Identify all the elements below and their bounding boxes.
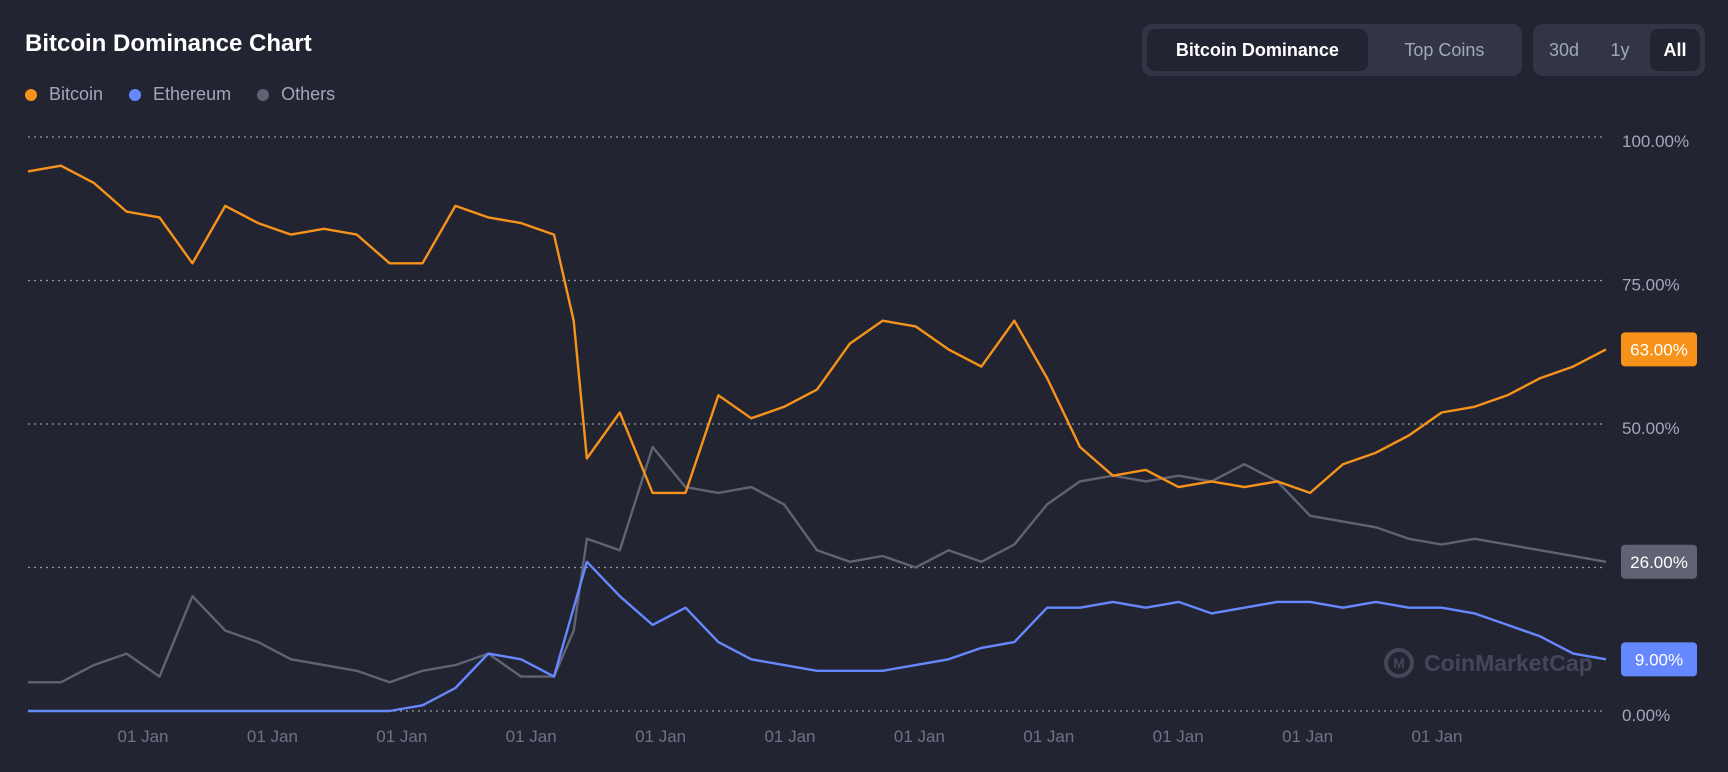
ethereum-dot-icon xyxy=(129,88,142,101)
chart-legend: Bitcoin Ethereum Others xyxy=(25,84,335,105)
legend-label-ethereum: Ethereum xyxy=(153,84,232,104)
others-dot-icon xyxy=(257,88,270,101)
y-tick-label: 0.00% xyxy=(1622,706,1670,725)
range-1y-button[interactable]: 1y xyxy=(1594,29,1646,71)
legend-item-ethereum[interactable]: Ethereum xyxy=(129,84,231,105)
current-value-label-bitcoin: 63.00% xyxy=(1630,340,1688,359)
y-tick-label: 75.00% xyxy=(1622,276,1680,295)
current-value-badge-bitcoin xyxy=(1621,332,1697,367)
range-toggle: 30d 1y All xyxy=(1533,24,1705,76)
current-value-label-ethereum: 9.00% xyxy=(1635,650,1683,669)
series-line-bitcoin xyxy=(27,164,1607,495)
legend-label-bitcoin: Bitcoin xyxy=(49,84,104,104)
x-tick-label: 01 Jan xyxy=(376,727,427,746)
series-line-ethereum xyxy=(28,560,1607,713)
x-tick-label: 01 Jan xyxy=(1282,727,1333,746)
x-tick-label: 01 Jan xyxy=(1153,727,1204,746)
legend-label-others: Others xyxy=(281,84,336,104)
x-tick-label: 01 Jan xyxy=(894,727,945,746)
series-line-others xyxy=(28,445,1607,684)
y-tick-label: 50.00% xyxy=(1622,419,1680,438)
page-title: Bitcoin Dominance Chart xyxy=(25,30,312,57)
bitcoin-dot-icon xyxy=(25,88,37,101)
x-tick-label: 01 Jan xyxy=(506,727,557,746)
x-tick-label: 01 Jan xyxy=(1023,727,1074,746)
x-tick-label: 01 Jan xyxy=(635,727,686,746)
current-value-badge-ethereum xyxy=(1621,642,1697,677)
bitcoin-dominance-tab[interactable]: Bitcoin Dominance xyxy=(1147,29,1368,71)
x-tick-label: 01 Jan xyxy=(117,727,168,746)
coinmarketcap-logo-icon: M xyxy=(1384,648,1414,678)
legend-item-others[interactable]: Others xyxy=(257,84,335,105)
range-all-button[interactable]: All xyxy=(1650,29,1700,71)
y-tick-label: 100.00% xyxy=(1622,132,1689,151)
watermark-text: CoinMarketCap xyxy=(1424,649,1593,676)
view-toggle: Bitcoin Dominance Top Coins xyxy=(1142,24,1522,76)
range-30d-button[interactable]: 30d xyxy=(1538,29,1590,71)
legend-item-bitcoin[interactable]: Bitcoin xyxy=(25,84,103,105)
x-tick-label: 01 Jan xyxy=(764,727,815,746)
current-value-label-others: 26.00% xyxy=(1630,553,1688,572)
top-coins-tab[interactable]: Top Coins xyxy=(1372,29,1517,71)
current-value-badge-others xyxy=(1621,544,1697,579)
x-tick-label: 01 Jan xyxy=(1411,727,1462,746)
watermark: M CoinMarketCap xyxy=(1384,648,1593,678)
x-tick-label: 01 Jan xyxy=(247,727,298,746)
